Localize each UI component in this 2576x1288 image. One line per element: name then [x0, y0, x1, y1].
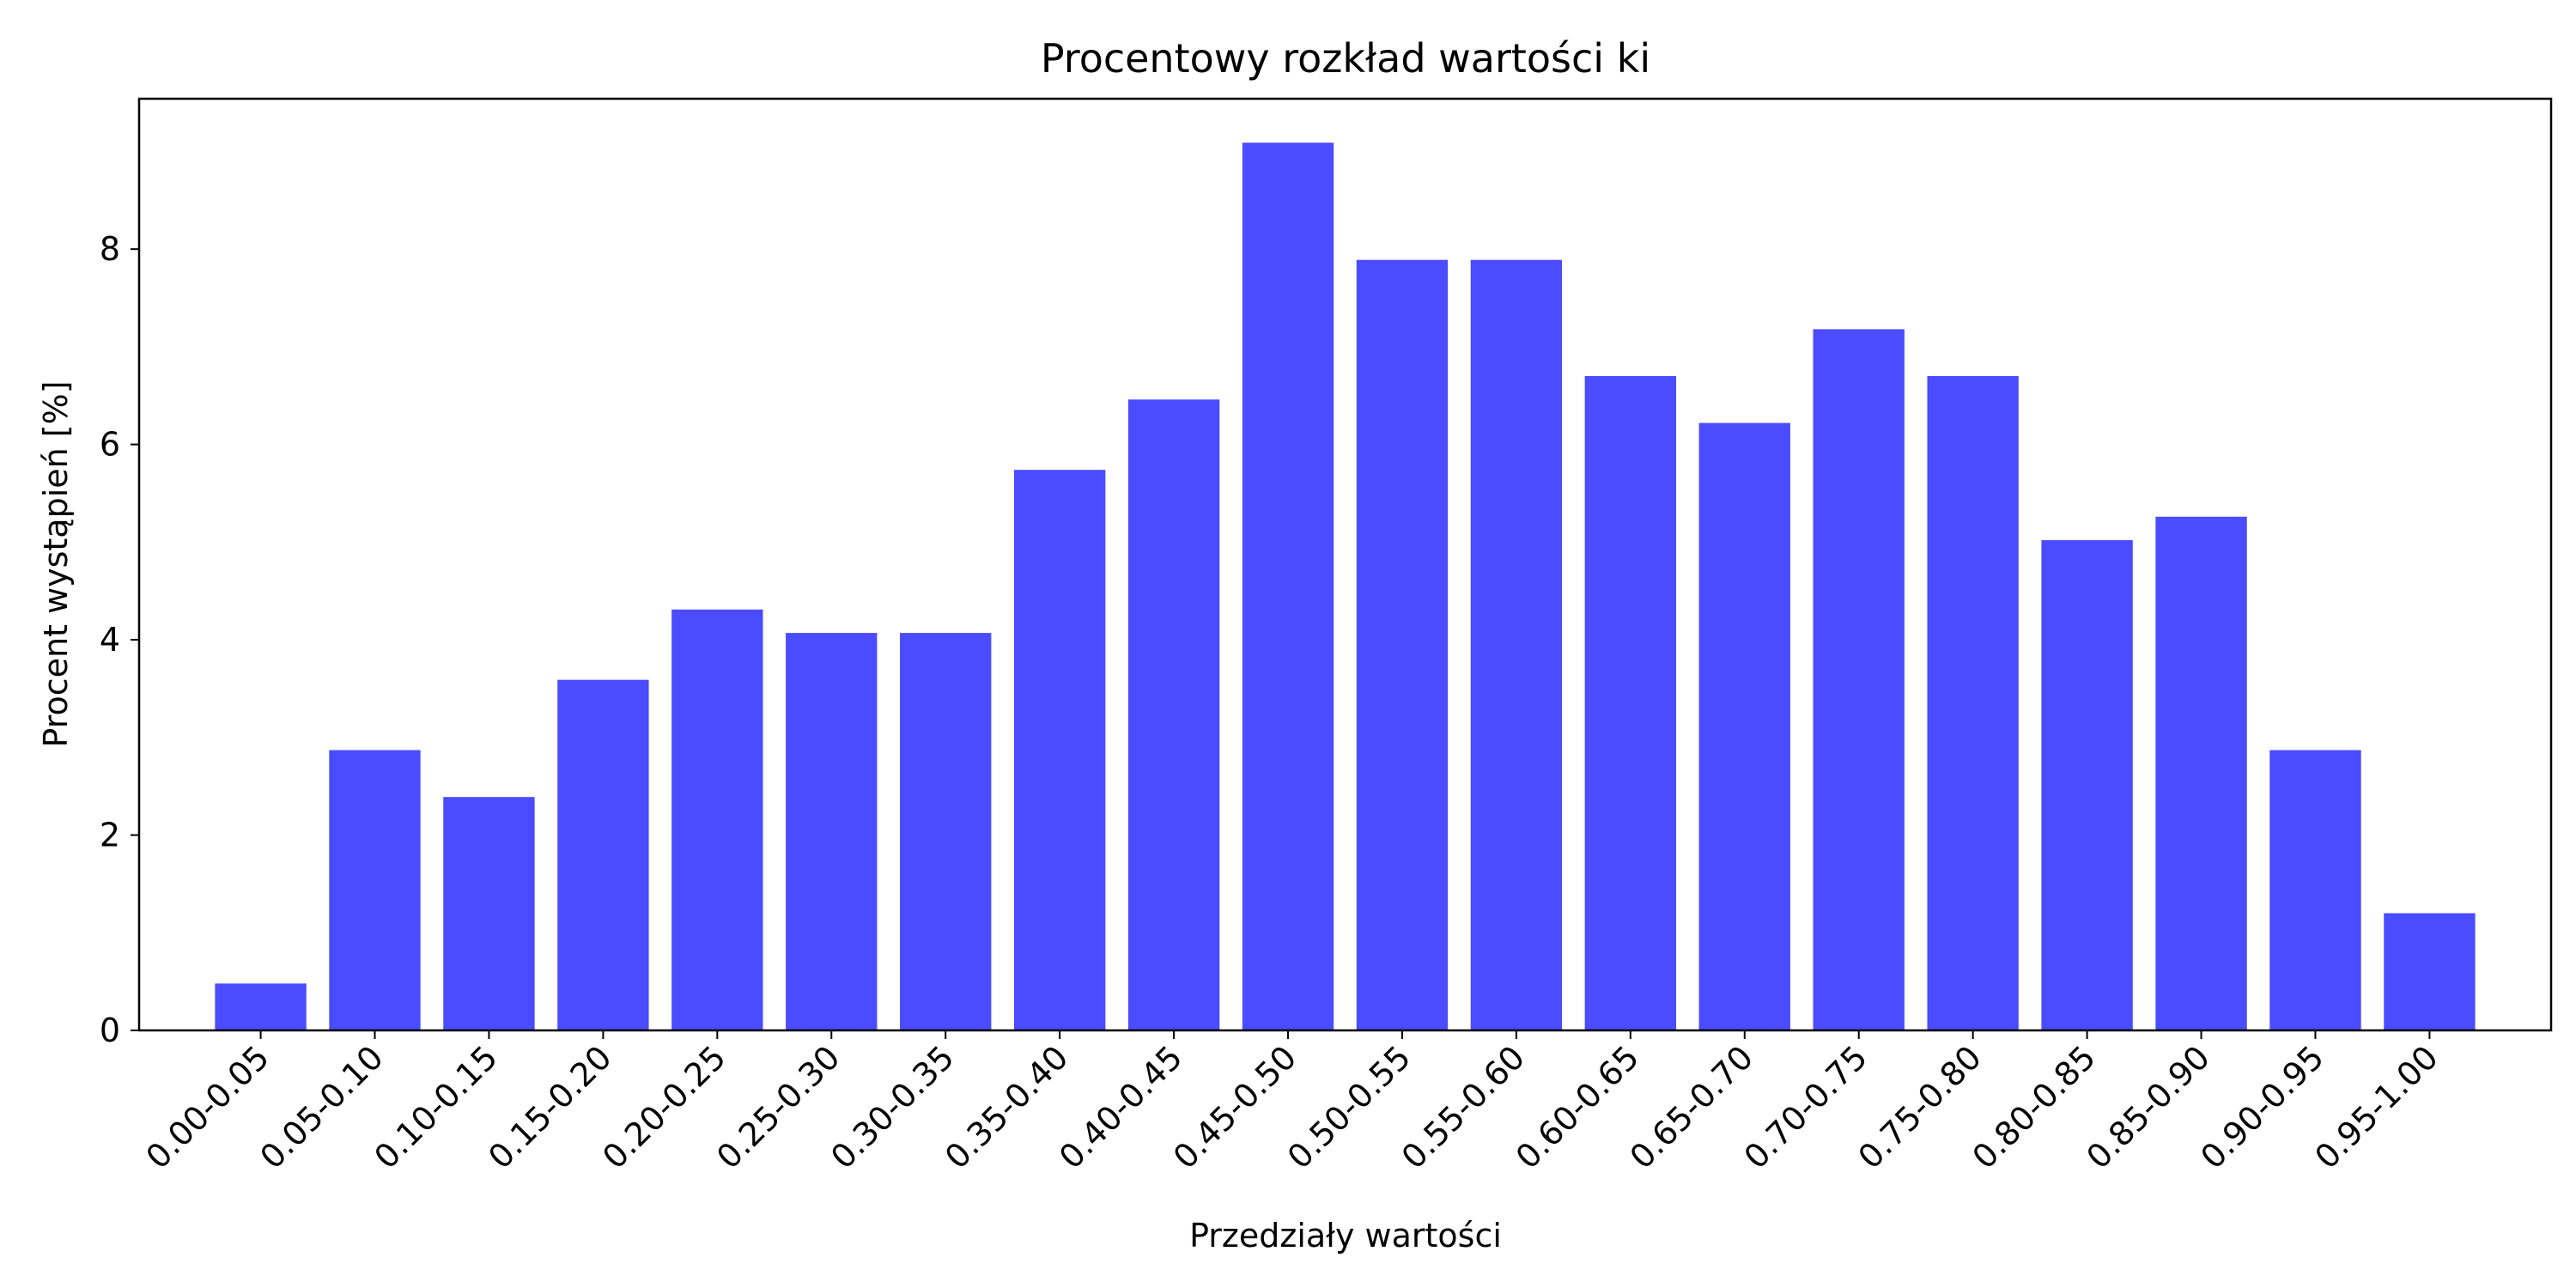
y-tick-label: 2: [100, 817, 120, 854]
bar-0.90-0.95: [2269, 750, 2361, 1030]
x-tick-label: 0.85-0.90: [2079, 1038, 2216, 1176]
bars-layer: [215, 143, 2476, 1031]
bar-0.10-0.15: [443, 797, 535, 1030]
bar-0.45-0.50: [1242, 143, 1334, 1031]
y-axis: 0 2 4 6 8: [100, 230, 139, 1049]
y-axis-label: Procent wystąpień [%]: [37, 380, 75, 747]
bar-0.30-0.35: [900, 633, 992, 1030]
bar-0.50-0.55: [1356, 259, 1449, 1030]
x-tick-label: 0.95-1.00: [2307, 1038, 2445, 1176]
y-tick-label: 6: [100, 426, 120, 464]
bar-0.75-0.80: [1927, 376, 2019, 1030]
x-tick-label: 0.65-0.70: [1623, 1038, 1760, 1176]
x-tick-label: 0.90-0.95: [2193, 1038, 2330, 1176]
x-tick-label: 0.45-0.50: [1166, 1038, 1303, 1176]
bar-0.60-0.65: [1584, 376, 1677, 1030]
bar-0.25-0.30: [786, 633, 878, 1030]
x-tick-label: 0.15-0.20: [481, 1038, 618, 1176]
x-tick-label: 0.50-0.55: [1280, 1038, 1418, 1176]
bar-0.15-0.20: [557, 679, 649, 1030]
x-tick-label: 0.60-0.65: [1509, 1038, 1646, 1176]
bar-0.40-0.45: [1127, 399, 1220, 1030]
x-tick-label: 0.00-0.05: [138, 1038, 276, 1176]
bar-0.70-0.75: [1813, 329, 1905, 1030]
plot-frame: [137, 97, 2553, 1032]
x-tick-label: 0.80-0.85: [1965, 1038, 2102, 1176]
x-tick-label: 0.10-0.15: [367, 1038, 504, 1176]
x-tick-label: 0.55-0.60: [1394, 1038, 1532, 1176]
bar-0.65-0.70: [1698, 422, 1790, 1031]
bar-0.80-0.85: [2041, 540, 2133, 1030]
x-tick-label: 0.70-0.75: [1737, 1038, 1874, 1176]
x-tick-label: 0.20-0.25: [595, 1038, 732, 1176]
chart-title: Procentowy rozkład wartości ki: [1041, 35, 1650, 82]
x-tick-label: 0.75-0.80: [1851, 1038, 1989, 1176]
y-tick-label: 0: [100, 1012, 120, 1049]
bar-0.55-0.60: [1470, 259, 1563, 1030]
x-tick-label: 0.25-0.30: [709, 1038, 847, 1176]
x-tick-label: 0.35-0.40: [938, 1038, 1075, 1176]
bar-0.95-1.00: [2384, 913, 2476, 1030]
y-tick-label: 8: [100, 230, 120, 268]
bar-0.05-0.10: [329, 750, 421, 1030]
x-tick-label: 0.40-0.45: [1052, 1038, 1189, 1176]
x-tick-label: 0.05-0.10: [252, 1038, 390, 1176]
x-axis-label: Przedziały wartości: [1189, 1217, 1502, 1255]
bar-0.00-0.05: [215, 983, 307, 1030]
x-tick-label: 0.30-0.35: [823, 1038, 961, 1176]
bar-0.20-0.25: [671, 609, 763, 1030]
x-axis: 0.00-0.050.05-0.100.10-0.150.15-0.200.20…: [138, 1030, 2445, 1176]
bar-0.85-0.90: [2155, 516, 2247, 1030]
y-tick-label: 4: [100, 621, 120, 659]
bar-0.35-0.40: [1013, 470, 1106, 1030]
